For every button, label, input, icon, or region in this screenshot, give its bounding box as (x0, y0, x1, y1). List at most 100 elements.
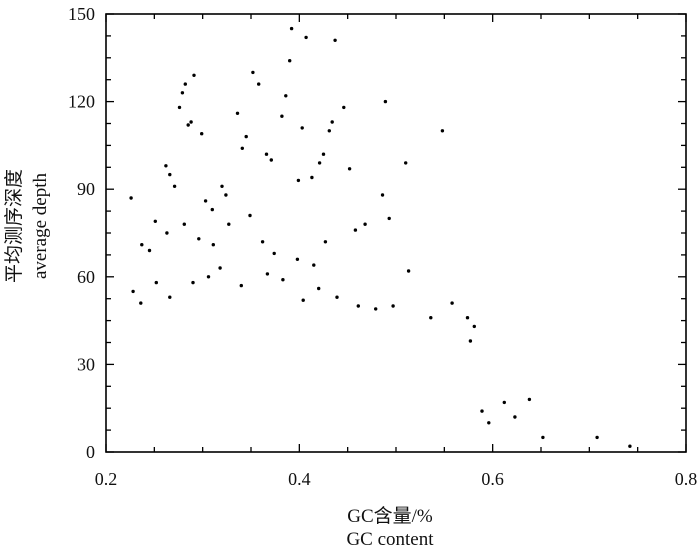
x-tick-label: 0.4 (288, 469, 311, 489)
data-point (383, 99, 388, 104)
data-point (468, 339, 473, 343)
y-tick-labels: 0 30 60 90 120 150 (68, 4, 95, 462)
plot-frame (105, 13, 687, 453)
data-point (295, 257, 300, 261)
data-points (129, 26, 632, 448)
data-point (288, 59, 292, 63)
data-point (347, 167, 352, 171)
y-tick-label: 90 (77, 179, 95, 199)
data-point (374, 307, 378, 311)
data-point (280, 114, 284, 118)
data-point (333, 38, 337, 42)
data-point (131, 289, 135, 294)
x-axis-label-zh: GC含量/% (347, 505, 433, 527)
data-point (186, 123, 190, 127)
y-tick-label: 150 (68, 4, 95, 24)
data-point (356, 304, 360, 308)
data-point (440, 129, 445, 133)
data-point (281, 278, 285, 282)
data-point (391, 304, 395, 308)
data-point (260, 240, 265, 244)
data-point (317, 161, 322, 165)
data-point (487, 421, 491, 425)
data-point (527, 397, 532, 402)
data-point (164, 164, 168, 168)
data-point (165, 231, 169, 235)
data-point (191, 280, 195, 285)
data-point (300, 126, 304, 130)
data-point (595, 435, 599, 440)
data-point (210, 207, 214, 212)
data-point (265, 272, 270, 276)
x-tick-label: 0.6 (481, 469, 504, 489)
data-point (189, 120, 193, 124)
data-point (257, 82, 261, 86)
data-point (450, 301, 454, 305)
y-tick-label: 0 (86, 442, 95, 462)
y-tick-label: 30 (77, 354, 95, 374)
data-point (206, 275, 211, 279)
data-point (147, 248, 152, 253)
y-axis-label-zh: 平均测序深度 (3, 169, 25, 283)
data-point (264, 152, 269, 156)
data-point (224, 193, 228, 197)
data-point (139, 301, 143, 305)
data-point (513, 415, 517, 419)
data-point (312, 263, 316, 267)
data-point (289, 26, 294, 31)
data-point (301, 298, 305, 302)
data-point (404, 161, 408, 165)
data-point (172, 184, 177, 188)
data-point (304, 35, 308, 40)
data-point (153, 219, 157, 223)
data-point (284, 94, 288, 98)
data-point (353, 228, 358, 232)
x-axis-label-en: GC content (346, 529, 434, 548)
data-point (429, 316, 433, 320)
data-point (541, 435, 545, 440)
data-point (330, 120, 334, 124)
data-point (272, 251, 276, 256)
y-axis-label-en: average depth (30, 172, 51, 279)
data-point (244, 134, 248, 139)
data-point (197, 237, 201, 241)
data-point (310, 175, 314, 180)
data-point (211, 243, 215, 247)
data-point (182, 222, 186, 226)
data-point (192, 73, 196, 78)
data-point (269, 158, 273, 162)
data-point (380, 193, 385, 197)
axis-ticks (105, 13, 687, 453)
data-point (321, 152, 326, 156)
data-point (168, 295, 172, 299)
data-point (129, 196, 133, 200)
x-tick-label: 0.8 (675, 469, 698, 489)
data-point (628, 444, 632, 448)
data-point (363, 222, 367, 226)
y-tick-label: 120 (68, 92, 95, 112)
data-point (239, 283, 243, 288)
data-point (240, 146, 244, 150)
data-point (248, 213, 252, 218)
data-point (327, 129, 331, 133)
data-point (317, 286, 321, 291)
data-point (465, 316, 470, 320)
data-point (140, 243, 144, 247)
data-point (218, 266, 222, 270)
data-point (502, 400, 506, 405)
data-point (200, 132, 204, 136)
x-tick-labels: 0.2 0.4 0.6 0.8 (95, 469, 698, 489)
data-point (335, 295, 339, 299)
data-point (296, 178, 301, 183)
data-point (203, 199, 208, 203)
data-point (323, 240, 328, 244)
data-point (183, 82, 187, 86)
data-point (154, 280, 158, 285)
data-point (342, 105, 346, 110)
data-point (251, 70, 255, 75)
x-tick-label: 0.2 (95, 469, 118, 489)
data-point (220, 184, 224, 188)
data-point (227, 222, 231, 226)
y-tick-label: 60 (77, 267, 95, 287)
